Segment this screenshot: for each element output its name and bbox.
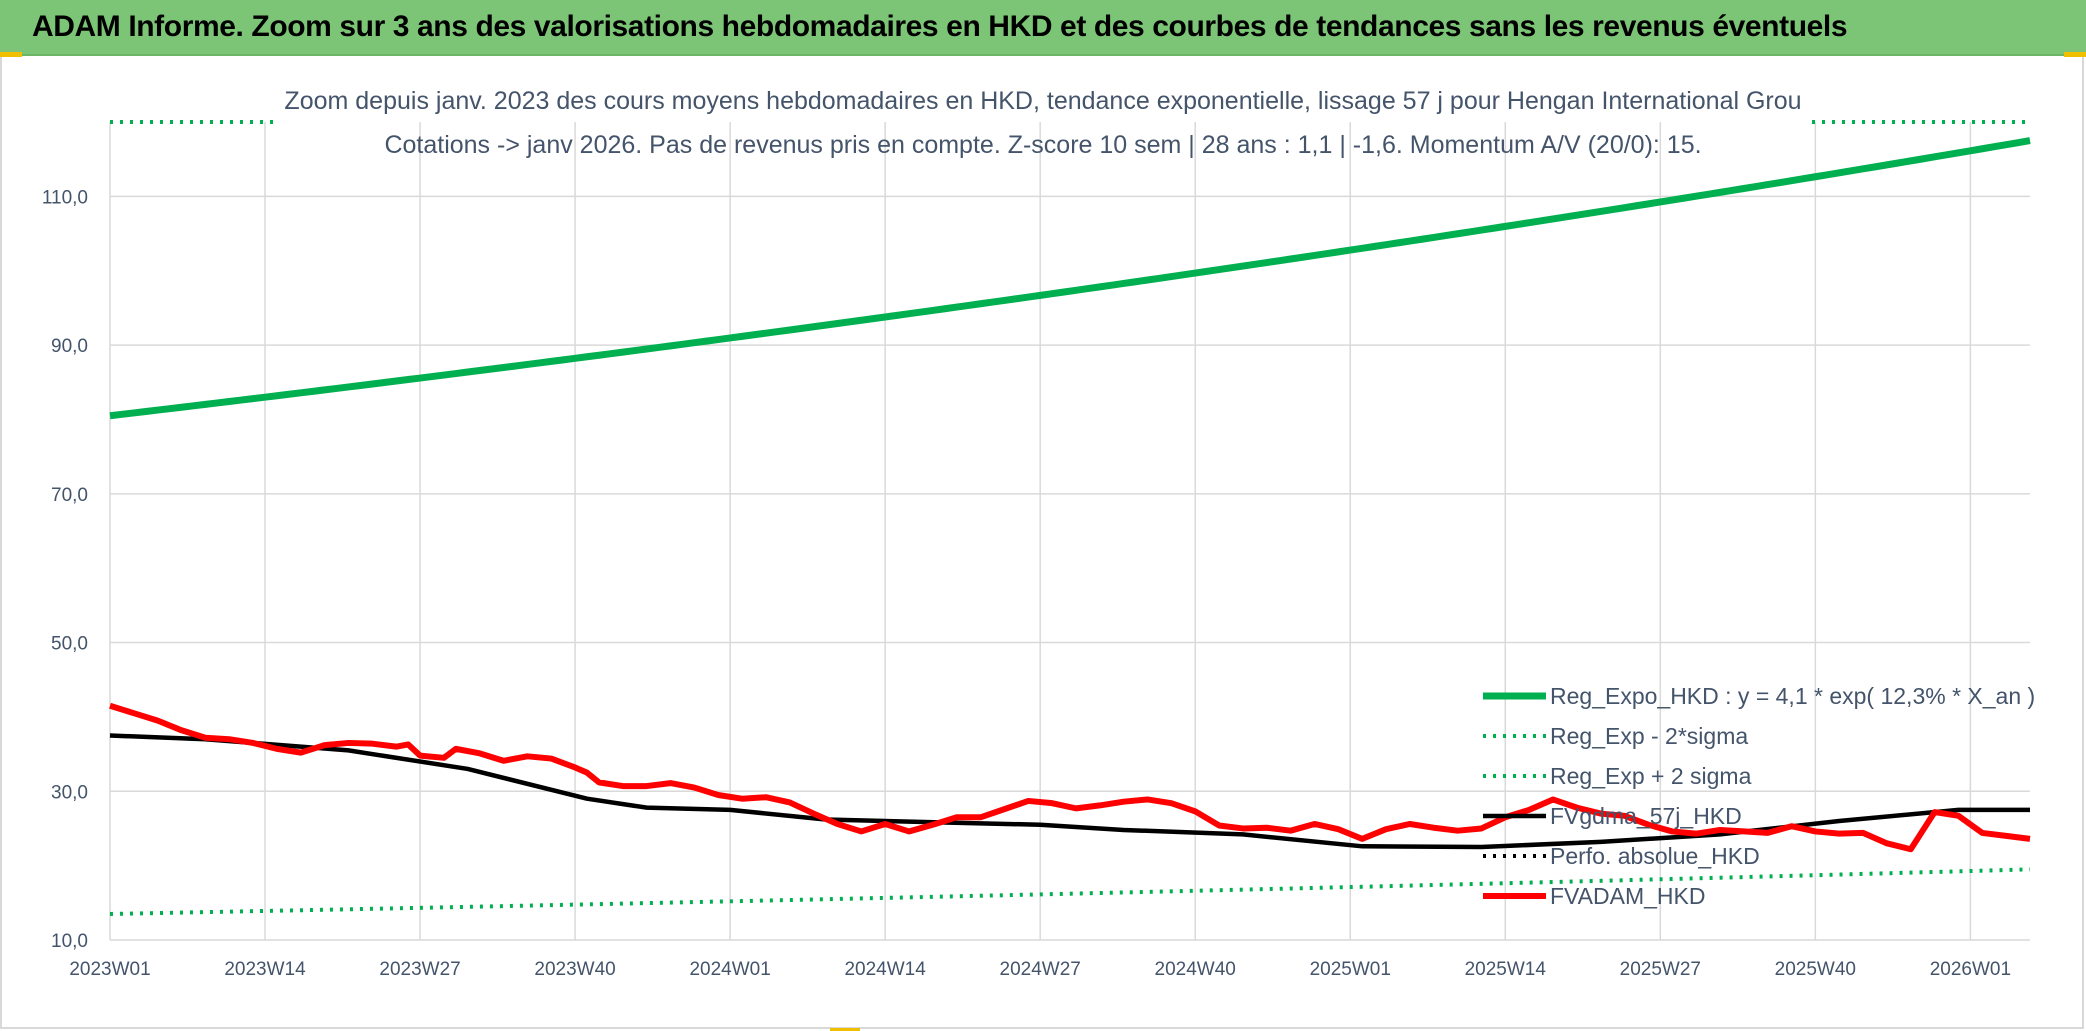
x-tick-label: 2024W14 xyxy=(844,959,926,980)
series-reg-expo xyxy=(109,137,2031,420)
x-tick-label: 2023W01 xyxy=(69,959,150,980)
grid-lines xyxy=(109,122,2030,941)
y-tick-label: 110,0 xyxy=(42,187,88,208)
x-tick-label: 2025W01 xyxy=(1310,959,1391,980)
legend-label: FVgdma_57j_HKD xyxy=(1550,803,1742,829)
legend-label: FVADAM_HKD xyxy=(1550,883,1706,909)
x-tick-label: 2023W40 xyxy=(534,959,615,980)
x-tick-label: 2023W27 xyxy=(379,959,460,980)
corner-marker xyxy=(830,1028,860,1031)
chart-title-line-2: Cotations -> janv 2026. Pas de revenus p… xyxy=(384,131,1701,159)
x-tick-label: 2023W14 xyxy=(224,959,306,980)
x-tick-label: 2025W40 xyxy=(1775,959,1856,980)
x-tick-label: 2024W01 xyxy=(689,959,770,980)
chart-frame xyxy=(0,54,2084,1029)
legend-label: Reg_Exp + 2 sigma xyxy=(1550,763,1752,789)
y-tick-label: 50,0 xyxy=(51,634,88,655)
x-tick-label: 2025W27 xyxy=(1620,959,1701,980)
series-reg-exp-minus-2sigma xyxy=(109,867,2031,916)
report-header: ADAM Informe. Zoom sur 3 ans des valoris… xyxy=(0,0,2086,56)
x-tick-label: 2025W14 xyxy=(1465,959,1547,980)
legend-label: Perfo. absolue_HKD xyxy=(1550,843,1760,869)
series-lines xyxy=(109,120,2031,916)
y-tick-label: 90,0 xyxy=(51,336,88,357)
y-tick-label: 70,0 xyxy=(51,485,88,506)
corner-marker xyxy=(0,52,22,57)
series-fvadam xyxy=(109,702,2031,853)
legend-label: Reg_Exp - 2*sigma xyxy=(1550,723,1748,749)
corner-marker xyxy=(2064,52,2086,57)
x-tick-label: 2024W27 xyxy=(1000,959,1081,980)
y-tick-label: 10,0 xyxy=(51,931,88,952)
y-tick-label: 30,0 xyxy=(51,782,88,803)
x-axis-ticks: 2023W01 2023W14 2023W27 2023W40 2024W01 2024W… xyxy=(69,959,2011,980)
y-axis-ticks: 10,0 30,0 50,0 70,0 90,0 110,0 xyxy=(42,187,88,952)
legend-label: Reg_Expo_HKD : y = 4,1 * exp( 12,3% * X_… xyxy=(1550,683,2035,709)
x-tick-label: 2024W40 xyxy=(1155,959,1236,980)
legend: Reg_Expo_HKD : y = 4,1 * exp( 12,3% * X_… xyxy=(1483,683,2035,909)
x-tick-label: 2026W01 xyxy=(1930,959,2011,980)
chart-title-line-1: Zoom depuis janv. 2023 des cours moyens … xyxy=(284,87,1801,115)
series-fvgdma xyxy=(109,733,2030,850)
report-title: ADAM Informe. Zoom sur 3 ans des valoris… xyxy=(32,10,1848,43)
